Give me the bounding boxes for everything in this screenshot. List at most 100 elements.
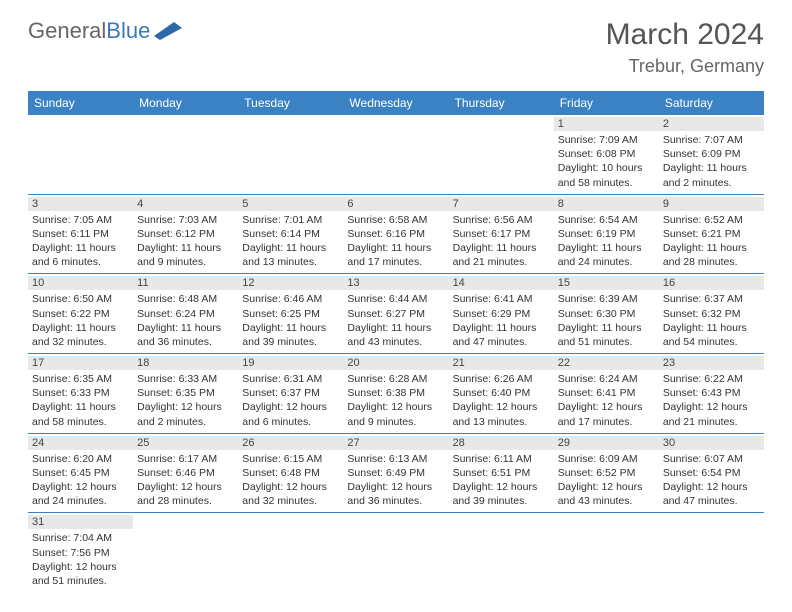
day-number: 15 — [554, 276, 659, 290]
logo-flag-icon — [154, 22, 182, 40]
daylight-line: Daylight: 11 hours and 43 minutes. — [347, 321, 444, 349]
day-cell: 17Sunrise: 6:35 AMSunset: 6:33 PMDayligh… — [28, 354, 133, 433]
day-info: Sunrise: 6:58 AMSunset: 6:16 PMDaylight:… — [347, 213, 444, 270]
daylight-line: Daylight: 11 hours and 39 minutes. — [242, 321, 339, 349]
day-number: 16 — [659, 276, 764, 290]
day-number: 11 — [133, 276, 238, 290]
sunset-line: Sunset: 6:37 PM — [242, 386, 339, 400]
day-number: 25 — [133, 436, 238, 450]
sunset-line: Sunset: 6:08 PM — [558, 147, 655, 161]
day-cell: 23Sunrise: 6:22 AMSunset: 6:43 PMDayligh… — [659, 354, 764, 433]
sunrise-line: Sunrise: 7:01 AM — [242, 213, 339, 227]
day-cell: 22Sunrise: 6:24 AMSunset: 6:41 PMDayligh… — [554, 354, 659, 433]
day-number: 5 — [238, 197, 343, 211]
day-info: Sunrise: 6:31 AMSunset: 6:37 PMDaylight:… — [242, 372, 339, 429]
day-info: Sunrise: 6:28 AMSunset: 6:38 PMDaylight:… — [347, 372, 444, 429]
day-cell — [343, 115, 448, 194]
location-label: Trebur, Germany — [606, 56, 764, 77]
weekday-header: SundayMondayTuesdayWednesdayThursdayFrid… — [28, 91, 764, 115]
daylight-line: Daylight: 11 hours and 21 minutes. — [453, 241, 550, 269]
day-number: 14 — [449, 276, 554, 290]
day-number: 1 — [554, 117, 659, 131]
day-number: 18 — [133, 356, 238, 370]
week-row: 17Sunrise: 6:35 AMSunset: 6:33 PMDayligh… — [28, 354, 764, 434]
sunrise-line: Sunrise: 6:37 AM — [663, 292, 760, 306]
day-cell: 10Sunrise: 6:50 AMSunset: 6:22 PMDayligh… — [28, 274, 133, 353]
day-info: Sunrise: 6:48 AMSunset: 6:24 PMDaylight:… — [137, 292, 234, 349]
daylight-line: Daylight: 11 hours and 58 minutes. — [32, 400, 129, 428]
day-cell — [238, 115, 343, 194]
sunrise-line: Sunrise: 6:33 AM — [137, 372, 234, 386]
day-info: Sunrise: 6:50 AMSunset: 6:22 PMDaylight:… — [32, 292, 129, 349]
daylight-line: Daylight: 11 hours and 51 minutes. — [558, 321, 655, 349]
daylight-line: Daylight: 12 hours and 2 minutes. — [137, 400, 234, 428]
day-cell: 24 Sunrise: 6:20 AMSunset: 6:45 PMDayligh… — [28, 434, 133, 513]
sunset-line: Sunset: 6:24 PM — [137, 307, 234, 321]
day-info: Sunrise: 6:20 AMSunset: 6:45 PMDaylight:… — [32, 452, 129, 509]
daylight-line: Daylight: 12 hours and 36 minutes. — [347, 480, 444, 508]
day-info: Sunrise: 6:44 AMSunset: 6:27 PMDaylight:… — [347, 292, 444, 349]
weekday-label: Thursday — [449, 91, 554, 115]
day-cell — [449, 115, 554, 194]
day-info: Sunrise: 7:03 AMSunset: 6:12 PMDaylight:… — [137, 213, 234, 270]
day-number: 28 — [449, 436, 554, 450]
daylight-line: Daylight: 12 hours and 17 minutes. — [558, 400, 655, 428]
calendar: SundayMondayTuesdayWednesdayThursdayFrid… — [28, 91, 764, 592]
sunset-line: Sunset: 6:19 PM — [558, 227, 655, 241]
daylight-line: Daylight: 11 hours and 32 minutes. — [32, 321, 129, 349]
day-info: Sunrise: 6:39 AMSunset: 6:30 PMDaylight:… — [558, 292, 655, 349]
sunrise-line: Sunrise: 7:05 AM — [32, 213, 129, 227]
day-number: 4 — [133, 197, 238, 211]
sunset-line: Sunset: 6:51 PM — [453, 466, 550, 480]
day-info: Sunrise: 6:24 AMSunset: 6:41 PMDaylight:… — [558, 372, 655, 429]
weekday-label: Tuesday — [238, 91, 343, 115]
day-cell: 7Sunrise: 6:56 AMSunset: 6:17 PMDaylight… — [449, 195, 554, 274]
week-row: 1Sunrise: 7:09 AMSunset: 6:08 PMDaylight… — [28, 115, 764, 195]
sunrise-line: Sunrise: 6:52 AM — [663, 213, 760, 227]
day-cell: 2Sunrise: 7:07 AMSunset: 6:09 PMDaylight… — [659, 115, 764, 194]
sunset-line: Sunset: 6:22 PM — [32, 307, 129, 321]
sunset-line: Sunset: 6:41 PM — [558, 386, 655, 400]
day-number: 12 — [238, 276, 343, 290]
day-info: Sunrise: 6:15 AMSunset: 6:48 PMDaylight:… — [242, 452, 339, 509]
day-cell: 4 Sunrise: 7:03 AMSunset: 6:12 PMDaylight… — [133, 195, 238, 274]
weekday-label: Wednesday — [343, 91, 448, 115]
sunrise-line: Sunrise: 6:09 AM — [558, 452, 655, 466]
day-cell — [659, 513, 764, 592]
sunrise-line: Sunrise: 6:58 AM — [347, 213, 444, 227]
sunset-line: Sunset: 6:16 PM — [347, 227, 444, 241]
sunrise-line: Sunrise: 6:56 AM — [453, 213, 550, 227]
day-cell: 28Sunrise: 6:11 AMSunset: 6:51 PMDayligh… — [449, 434, 554, 513]
weekday-label: Monday — [133, 91, 238, 115]
day-info: Sunrise: 7:05 AMSunset: 6:11 PMDaylight:… — [32, 213, 129, 270]
daylight-line: Daylight: 11 hours and 13 minutes. — [242, 241, 339, 269]
day-cell — [133, 513, 238, 592]
sunrise-line: Sunrise: 6:28 AM — [347, 372, 444, 386]
day-info: Sunrise: 6:54 AMSunset: 6:19 PMDaylight:… — [558, 213, 655, 270]
sunrise-line: Sunrise: 6:15 AM — [242, 452, 339, 466]
sunrise-line: Sunrise: 6:46 AM — [242, 292, 339, 306]
sunrise-line: Sunrise: 6:22 AM — [663, 372, 760, 386]
sunrise-line: Sunrise: 7:07 AM — [663, 133, 760, 147]
sunset-line: Sunset: 6:25 PM — [242, 307, 339, 321]
sunset-line: Sunset: 6:45 PM — [32, 466, 129, 480]
sunrise-line: Sunrise: 6:13 AM — [347, 452, 444, 466]
daylight-line: Daylight: 11 hours and 6 minutes. — [32, 241, 129, 269]
daylight-line: Daylight: 11 hours and 9 minutes. — [137, 241, 234, 269]
daylight-line: Daylight: 12 hours and 47 minutes. — [663, 480, 760, 508]
day-cell — [28, 115, 133, 194]
sunset-line: Sunset: 6:35 PM — [137, 386, 234, 400]
day-number: 24 — [28, 436, 133, 450]
sunset-line: Sunset: 6:21 PM — [663, 227, 760, 241]
day-cell: 30Sunrise: 6:07 AMSunset: 6:54 PMDayligh… — [659, 434, 764, 513]
daylight-line: Daylight: 11 hours and 24 minutes. — [558, 241, 655, 269]
day-info: Sunrise: 7:01 AMSunset: 6:14 PMDaylight:… — [242, 213, 339, 270]
sunset-line: Sunset: 6:48 PM — [242, 466, 339, 480]
header-right: March 2024 Trebur, Germany — [606, 18, 764, 77]
daylight-line: Daylight: 11 hours and 47 minutes. — [453, 321, 550, 349]
day-number: 23 — [659, 356, 764, 370]
daylight-line: Daylight: 12 hours and 39 minutes. — [453, 480, 550, 508]
weekday-label: Saturday — [659, 91, 764, 115]
daylight-line: Daylight: 12 hours and 21 minutes. — [663, 400, 760, 428]
sunset-line: Sunset: 6:27 PM — [347, 307, 444, 321]
